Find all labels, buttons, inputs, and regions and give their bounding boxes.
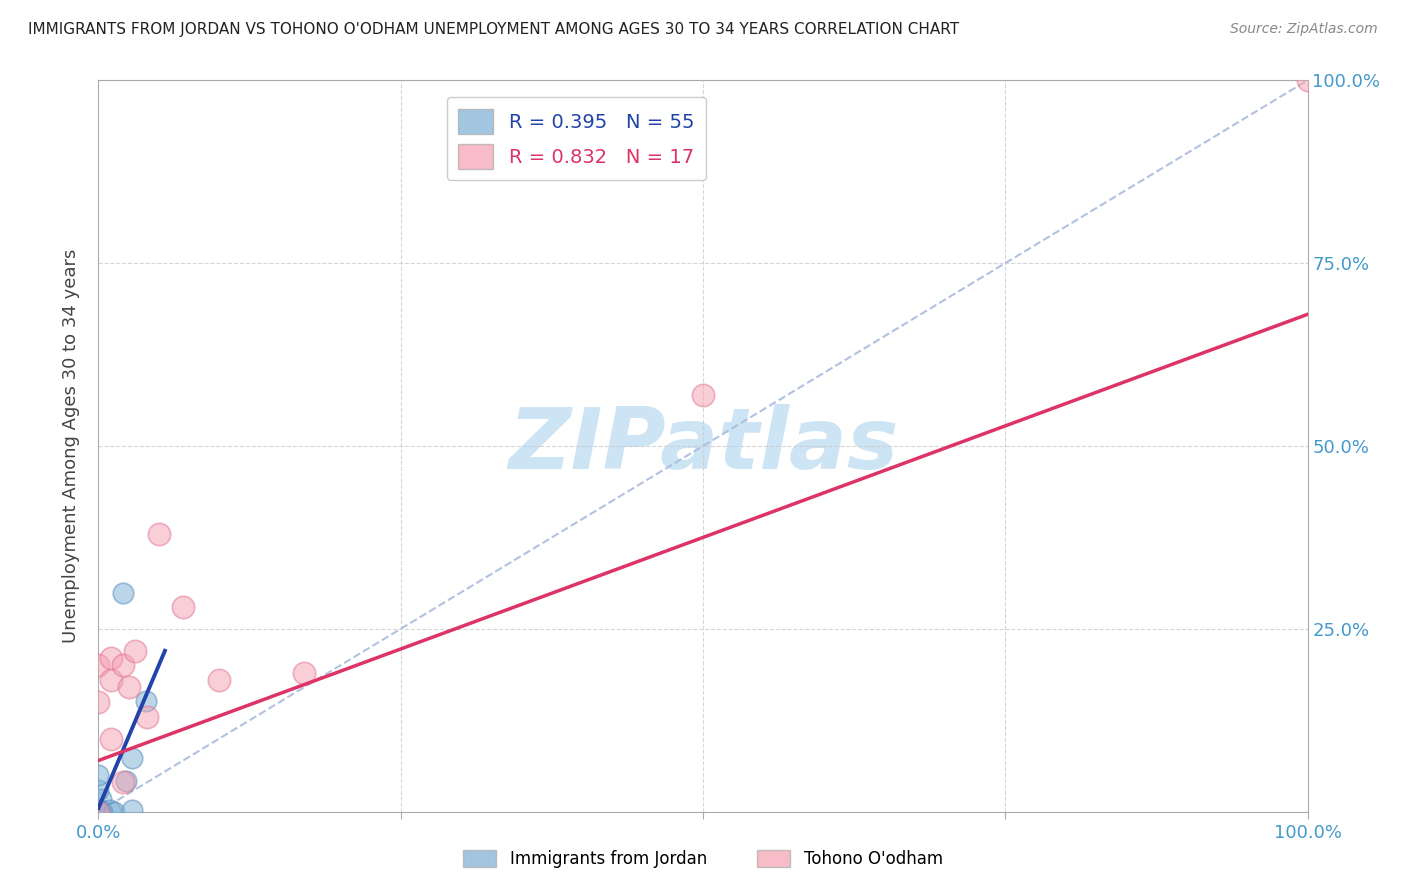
Point (87, 804, 110, 818)
Point (87, 805, 110, 819)
Point (103, 805, 125, 819)
Point (87, 805, 110, 819)
Legend: Immigrants from Jordan, Tohono O'odham: Immigrants from Jordan, Tohono O'odham (457, 843, 949, 875)
Point (87, 805, 110, 819)
Point (111, 586, 134, 600)
Point (111, 658, 134, 673)
Point (89, 805, 111, 819)
Point (135, 709, 157, 723)
Point (87, 783, 110, 797)
Point (87, 805, 110, 819)
Point (87, 804, 110, 818)
Point (87, 805, 110, 819)
Point (87, 805, 110, 819)
Point (87, 805, 110, 819)
Point (111, 775, 134, 789)
Point (87, 805, 110, 819)
Point (87, 805, 110, 819)
Point (87, 805, 110, 819)
Point (135, 693, 157, 707)
Point (172, 599, 194, 614)
Point (100, 673, 122, 687)
Point (87, 805, 110, 819)
Text: Source: ZipAtlas.com: Source: ZipAtlas.com (1230, 22, 1378, 37)
Point (87, 804, 110, 818)
Point (90, 791, 112, 805)
Point (87, 803, 110, 817)
Point (89, 805, 111, 819)
Point (90, 804, 112, 818)
Text: ZIPatlas: ZIPatlas (508, 404, 898, 488)
Point (121, 751, 143, 765)
Point (89, 805, 111, 819)
Point (87, 804, 110, 818)
Point (89, 805, 111, 819)
Point (87, 802, 110, 816)
Point (208, 673, 231, 687)
Point (87, 805, 110, 819)
Point (87, 658, 110, 673)
Point (87, 805, 110, 819)
Point (87, 695, 110, 709)
Point (100, 731, 122, 746)
Point (87, 805, 110, 819)
Point (100, 651, 122, 665)
Point (87, 805, 110, 819)
Point (87, 803, 110, 817)
Point (87, 805, 110, 819)
Point (87, 804, 110, 818)
Point (87, 803, 110, 817)
Text: IMMIGRANTS FROM JORDAN VS TOHONO O'ODHAM UNEMPLOYMENT AMONG AGES 30 TO 34 YEARS : IMMIGRANTS FROM JORDAN VS TOHONO O'ODHAM… (28, 22, 959, 37)
Point (87, 805, 110, 819)
Point (292, 665, 315, 680)
Point (90, 805, 112, 819)
Point (90, 804, 112, 818)
Y-axis label: Unemployment Among Ages 30 to 34 years: Unemployment Among Ages 30 to 34 years (62, 249, 80, 643)
Point (121, 803, 143, 817)
Point (98, 804, 121, 818)
Point (89, 804, 111, 818)
Legend: R = 0.395   N = 55, R = 0.832   N = 17: R = 0.395 N = 55, R = 0.832 N = 17 (447, 97, 706, 180)
Point (91, 805, 114, 819)
Point (1296, 73, 1319, 87)
Point (87, 805, 110, 819)
Point (87, 805, 110, 819)
Point (87, 805, 110, 819)
Point (87, 805, 110, 819)
Point (87, 768, 110, 782)
Point (115, 773, 138, 788)
Point (87, 804, 110, 818)
Point (148, 526, 170, 541)
Point (692, 388, 714, 402)
Point (118, 681, 141, 695)
Point (90, 805, 112, 819)
Point (87, 805, 110, 819)
Point (87, 805, 110, 819)
Point (124, 644, 146, 658)
Point (90, 805, 112, 819)
Point (87, 804, 110, 818)
Point (87, 805, 110, 819)
